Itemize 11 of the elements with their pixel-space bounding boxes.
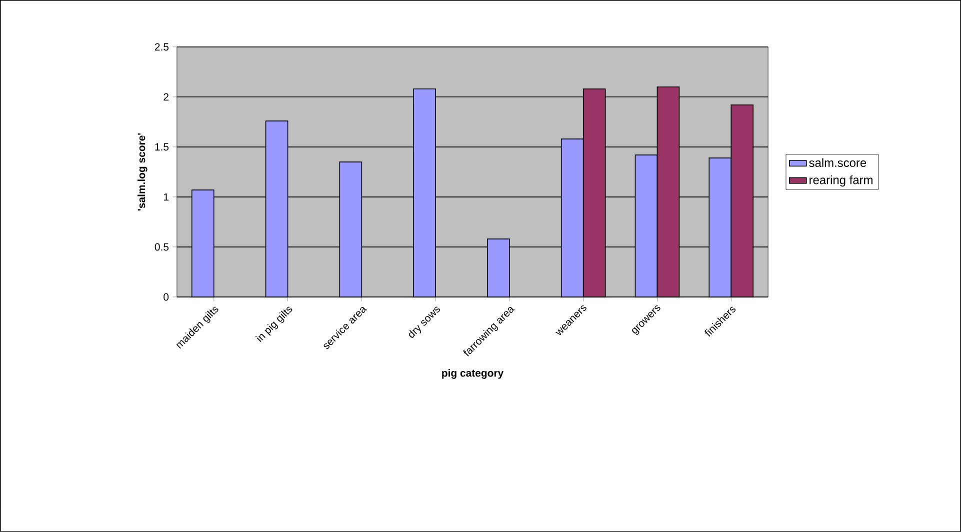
- y-tick-label: 2.5: [154, 43, 169, 51]
- legend-label: salm.score: [809, 158, 866, 168]
- x-axis-title: pig category: [442, 369, 504, 379]
- y-tick-label: 0.5: [154, 243, 169, 251]
- y-tick-label: 1.5: [155, 143, 169, 151]
- y-tick-label: 1: [164, 193, 168, 201]
- legend-label: rearing farm: [810, 175, 872, 187]
- y-tick-label: 0: [164, 293, 169, 301]
- y-tick-label: 2: [164, 93, 168, 101]
- x-tick-label: in pig gilts: [255, 306, 292, 342]
- y-axis-title: 'salm.log score': [137, 133, 148, 211]
